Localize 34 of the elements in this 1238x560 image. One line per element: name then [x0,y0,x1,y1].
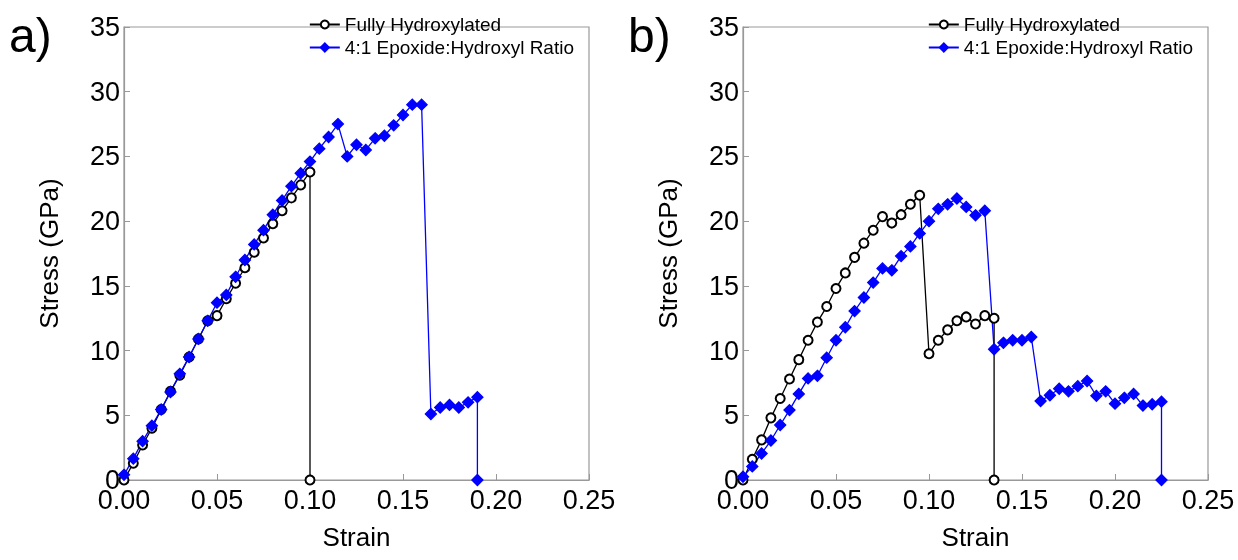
y-tick-label: 5 [723,400,739,431]
y-tick-label: 25 [708,141,739,172]
x-tick-label: 0.25 [1181,484,1235,515]
y-tick-label: 35 [89,12,120,42]
x-tick-label: 0.05 [809,484,863,515]
x-tick-label: 0.15 [376,484,430,515]
x-tick-label: 0.20 [1088,484,1142,515]
x-axis-title: Strain [941,522,1010,552]
chart-title: a) [9,8,52,62]
x-tick-label: 0.20 [469,484,523,515]
y-tick-label: 30 [89,76,120,107]
y-axis-title: Stress (GPa) [653,178,683,329]
y-tick-label: 25 [89,141,120,172]
legend-label: 4:1 Epoxide:Hydroxyl Ratio [344,37,574,58]
y-tick-label: 20 [708,206,739,237]
y-tick-label: 15 [708,270,739,301]
x-tick-label: 0.05 [190,484,244,515]
legend-label: 4:1 Epoxide:Hydroxyl Ratio [963,37,1193,58]
legend-label: Fully Hydroxylated [344,14,502,35]
y-tick-label: 10 [89,335,120,366]
legend-label: Fully Hydroxylated [963,14,1121,35]
y-tick-label: 20 [89,206,120,237]
x-tick-label: 0.25 [562,484,616,515]
x-axis-title: Strain [322,522,391,552]
y-tick-label: 35 [708,12,739,42]
chart-title: b) [628,8,671,62]
y-tick-label: 10 [708,335,739,366]
y-axis-title: Stress (GPa) [34,178,64,329]
y-tick-label: 15 [89,270,120,301]
x-tick-label: 0.15 [995,484,1049,515]
x-tick-label: 0.10 [283,484,337,515]
y-tick-label: 30 [708,76,739,107]
x-tick-label: 0.10 [902,484,956,515]
y-tick-label: 5 [104,400,120,431]
